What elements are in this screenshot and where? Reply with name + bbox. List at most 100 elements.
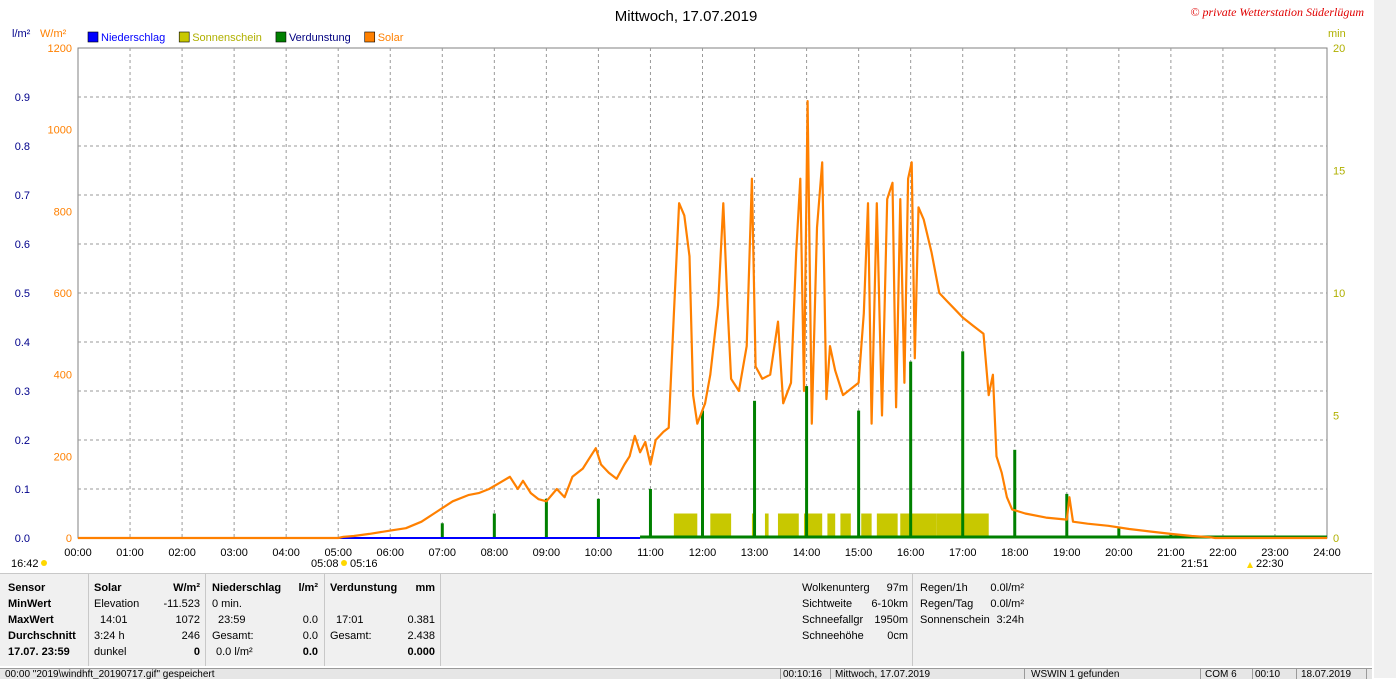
snow-depth-value: 0cm [887, 630, 908, 642]
solar-tick-label: 1000 [48, 125, 72, 137]
sunrise-start: 05:08 [311, 558, 339, 570]
legend: Niederschlag Sonnenschein Verdunstung Solar [87, 31, 404, 44]
evap-final-value: 0.000 [407, 646, 435, 658]
maxwert-label: MaxWert [8, 614, 54, 626]
solar-min-label: Elevation [94, 598, 140, 610]
durchschnitt-label: Durchschnitt [8, 630, 76, 642]
time-tick-label: 12:00 [689, 547, 717, 559]
legend-label: Solar [378, 32, 404, 44]
vertical-scrollbar[interactable] [1374, 0, 1396, 678]
status-com: COM 6 [1202, 669, 1253, 679]
evap-bar [1013, 449, 1017, 538]
evap-header: Verdunstung [330, 582, 398, 594]
time-tick-label: 04:00 [272, 547, 300, 559]
precip-tick-label: 0.4 [15, 337, 30, 349]
precip-final-value: 0.0 [302, 646, 318, 658]
precip-tick-label: 0.3 [15, 386, 30, 398]
snowline-value: 1950m [874, 614, 908, 626]
rain-hour-label: Regen/1h [920, 582, 968, 594]
minutes-tick-label: 10 [1333, 288, 1345, 300]
rain-day-label: Regen/Tag [920, 598, 974, 610]
time-tick-label: 19:00 [1053, 547, 1081, 559]
solar-line [78, 99, 1327, 540]
solar-max-time: 14:01 [100, 614, 128, 626]
sunshine-bar [827, 513, 836, 538]
weather-column-1: Wolkenunterg 97m Sichtweite 6-10km Schneef… [802, 580, 908, 644]
evap-bar [753, 400, 757, 538]
solar-series [78, 99, 1327, 540]
solar-avg-label: 3:24 h [94, 630, 125, 642]
precip-tick-label: 0.1 [15, 484, 30, 496]
cloud-base-value: 97m [886, 582, 908, 594]
statistics-panel: Sensor MinWert MaxWert Durchschnitt 17.0… [0, 573, 1372, 666]
precip-max-time: 23:59 [218, 614, 246, 626]
minutes-tick-label: 20 [1333, 43, 1345, 55]
precip-total-label: Gesamt: [212, 630, 254, 642]
evap-bar [1221, 535, 1225, 538]
time-tick-label: 14:00 [793, 547, 821, 559]
evap-bar [701, 410, 704, 538]
sunshine-bar [840, 513, 851, 538]
time-tick-label: 16:00 [897, 547, 925, 559]
evap-bar [1273, 535, 1277, 538]
solar-avg-value: 246 [181, 630, 200, 642]
sunshine-bar [900, 513, 937, 538]
time-tick-label: 17:00 [949, 547, 977, 559]
precip-max-value: 0.0 [302, 614, 318, 626]
moon-icon [41, 560, 47, 566]
sunshine-bar [861, 513, 872, 538]
precip-min-label: 0 min. [212, 598, 242, 610]
evap-bar [961, 351, 965, 538]
precip-tick-label: 0.9 [15, 92, 30, 104]
solar-tick-label: 200 [54, 451, 72, 463]
evap-bar [857, 410, 861, 538]
time-tick-label: 09:00 [533, 547, 561, 559]
sensor-column: Sensor MinWert MaxWert Durchschnitt 17.0… [8, 580, 86, 660]
sunset-start: 21:51 [1181, 558, 1209, 570]
precip-tick-label: 0.8 [15, 141, 30, 153]
sunshine-bar [710, 513, 732, 538]
precip-total-value: 0.0 [302, 630, 318, 642]
cloud-base-label: Wolkenunterg [802, 582, 870, 594]
solar-tick-label: 800 [54, 206, 72, 218]
legend-label: Verdunstung [289, 32, 351, 44]
sunshine-value: 3:24h [996, 614, 1024, 626]
evap-bar [1117, 528, 1121, 538]
evap-bar [805, 386, 809, 538]
time-tick-label: 02:00 [168, 547, 196, 559]
snow-depth-label: Schneehöhe [802, 630, 864, 642]
evap-max-value: 0.381 [407, 614, 435, 626]
time-tick-label: 08:00 [481, 547, 509, 559]
evap-bar [596, 498, 600, 538]
time-tick-label: 15:00 [845, 547, 873, 559]
legend-label: Sonnenschein [192, 32, 262, 44]
evap-total-value: 2.438 [407, 630, 435, 642]
precip-tick-label: 0.6 [15, 239, 30, 251]
solar-tick-label: 400 [54, 370, 72, 382]
time-tick-label: 21:00 [1157, 547, 1185, 559]
precip-day-label: 0.0 l/m² [216, 646, 253, 658]
solar-header: Solar [94, 582, 122, 594]
evap-column: Verdunstung mm 17:01 0.381 Gesamt: 2.438 0.… [330, 580, 435, 660]
solar-tick-label: 0 [66, 533, 72, 545]
snowline-label: Schneefallgr [802, 614, 864, 626]
weather-chart: 0.00.10.20.30.40.50.60.70.80.90200400600… [11, 5, 1364, 570]
visibility-value: 6-10km [871, 598, 908, 610]
sunshine-bar [764, 513, 769, 538]
solar-unit: W/m² [173, 582, 200, 594]
solar-dark-label: dunkel [94, 646, 127, 658]
sunrise-icon [341, 560, 347, 566]
time-tick-label: 00:00 [64, 547, 92, 559]
evap-total-label: Gesamt: [330, 630, 372, 642]
time-tick-label: 11:00 [637, 547, 664, 559]
time-tick-label: 06:00 [376, 547, 404, 559]
minutes-tick-label: 5 [1333, 411, 1339, 423]
sunshine-label: Sonnenschein [920, 614, 990, 626]
minutes-axis-unit: min [1328, 28, 1346, 40]
precip-axis-unit: l/m² [12, 28, 31, 40]
axis-labels: 0.00.10.20.30.40.50.60.70.80.90200400600… [15, 43, 1346, 559]
time-tick-label: 23:00 [1261, 547, 1289, 559]
time-tick-label: 05:00 [324, 547, 352, 559]
minwert-label: MinWert [8, 598, 52, 610]
precip-tick-label: 0.5 [15, 288, 30, 300]
